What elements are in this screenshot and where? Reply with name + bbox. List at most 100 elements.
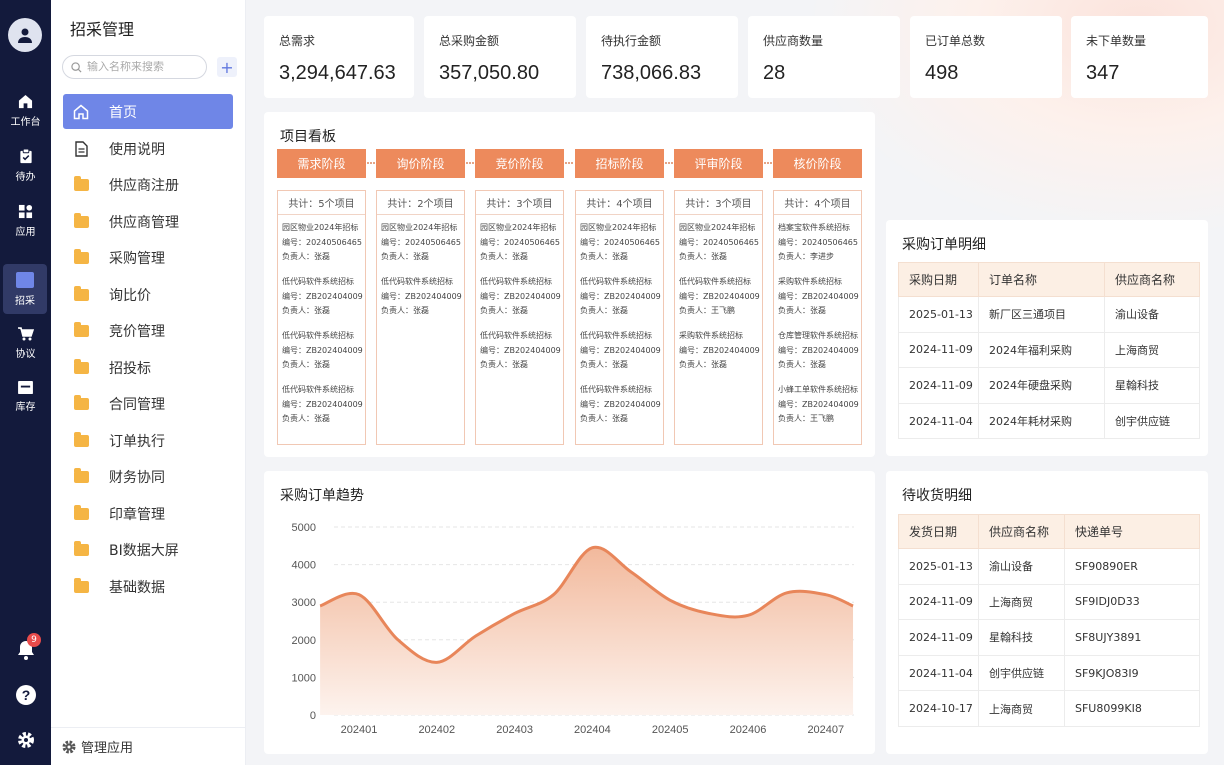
table-row[interactable]: 2024-11-09 星翰科技 SF8UJY3891 bbox=[898, 619, 1200, 656]
folder-icon bbox=[73, 431, 89, 447]
project-card[interactable]: 低代码软件系统招标 编号：ZB202404009 负责人：张磊 bbox=[476, 269, 563, 323]
project-card[interactable]: 低代码软件系统招标 编号：ZB202404009 负责人：张磊 bbox=[576, 323, 663, 377]
table-row[interactable]: 2025-01-13 渝山设备 SF90890ER bbox=[898, 548, 1200, 585]
sidebar-item-supplier-management[interactable]: 供应商管理 bbox=[63, 204, 233, 241]
project-code: 编号：20240506465 bbox=[480, 237, 560, 247]
project-code: 编号：ZB202404009 bbox=[282, 399, 363, 409]
project-code: 编号：ZB202404009 bbox=[381, 291, 462, 301]
project-card[interactable]: 采购软件系统招标 编号：ZB202404009 负责人：张磊 bbox=[774, 269, 861, 323]
rail-item-procurement[interactable]: 招采 bbox=[3, 264, 47, 314]
stat-value: 28 bbox=[763, 62, 786, 84]
y-tick-label: 3000 bbox=[292, 597, 316, 609]
search-box[interactable] bbox=[62, 55, 207, 79]
manage-apps-button[interactable]: 管理应用 bbox=[51, 727, 246, 765]
project-code: 编号：20240506465 bbox=[580, 237, 660, 247]
project-card[interactable]: 园区物业2024年招标 编号：20240506465 负责人：张磊 bbox=[377, 215, 464, 269]
sidebar-item-seals[interactable]: 印章管理 bbox=[63, 496, 233, 533]
table-row[interactable]: 2024-11-04 创宇供应链 SF9KJO83I9 bbox=[898, 654, 1200, 692]
stage-tab[interactable]: 核价阶段 bbox=[773, 149, 862, 178]
table-cell: 创宇供应链 bbox=[978, 654, 1065, 692]
table-cell: 2024-11-09 bbox=[898, 331, 979, 369]
home-icon bbox=[72, 103, 90, 121]
project-name: 园区物业2024年招标 bbox=[282, 223, 359, 232]
app-rail: 工作台 待办 应用 招采 协议 库存 9 ? bbox=[0, 0, 51, 765]
project-card[interactable]: 采购软件系统招标 编号：ZB202404009 负责人：张磊 bbox=[675, 323, 762, 377]
sidebar-item-base-data[interactable]: 基础数据 bbox=[63, 569, 233, 606]
add-button[interactable]: + bbox=[217, 57, 237, 77]
project-card[interactable]: 档案宝软件系统招标 编号：20240506465 负责人：李进步 bbox=[774, 215, 861, 269]
stage-count: 共计：4个项目 bbox=[576, 191, 663, 215]
project-name: 低代码软件系统招标 bbox=[480, 277, 552, 286]
sidebar-item-bidding[interactable]: 竞价管理 bbox=[63, 313, 233, 350]
project-owner: 负责人：李进步 bbox=[778, 252, 834, 261]
rail-item-todo[interactable]: 待办 bbox=[0, 141, 51, 191]
folder-icon bbox=[73, 212, 89, 228]
project-card[interactable]: 低代码软件系统招标 编号：ZB202404009 负责人：张磊 bbox=[278, 269, 365, 323]
sidebar-item-home[interactable]: 首页 bbox=[63, 94, 233, 129]
sidebar-item-tendering[interactable]: 招投标 bbox=[63, 350, 233, 387]
sidebar-item-purchase-management[interactable]: 采购管理 bbox=[63, 240, 233, 277]
project-card[interactable]: 低代码软件系统招标 编号：ZB202404009 负责人：张磊 bbox=[576, 269, 663, 323]
rail-item-workbench[interactable]: 工作台 bbox=[0, 86, 51, 136]
table-row[interactable]: 2024-11-09 2024年硬盘采购 星翰科技 bbox=[898, 367, 1200, 404]
search-input[interactable] bbox=[87, 61, 197, 73]
table-header-row: 采购日期 订单名称 供应商名称 bbox=[898, 262, 1200, 297]
project-card[interactable]: 园区物业2024年招标 编号：20240506465 负责人：张磊 bbox=[576, 215, 663, 269]
folder-icon bbox=[73, 249, 89, 265]
sidebar-item-contracts[interactable]: 合同管理 bbox=[63, 386, 233, 423]
project-card[interactable]: 低代码软件系统招标 编号：ZB202404009 负责人：王飞鹏 bbox=[675, 269, 762, 323]
sidebar-item-bi-screen[interactable]: BI数据大屏 bbox=[63, 532, 233, 569]
manage-apps-label: 管理应用 bbox=[81, 741, 134, 756]
sidebar-item-label: 供应商管理 bbox=[109, 214, 179, 231]
table-cell: 渝山设备 bbox=[978, 548, 1065, 585]
table-header-row: 发货日期 供应商名称 快递单号 bbox=[898, 514, 1200, 549]
rail-item-agreement[interactable]: 协议 bbox=[0, 318, 51, 368]
stage-tab[interactable]: 竞价阶段 bbox=[475, 149, 564, 178]
project-card[interactable]: 园区物业2024年招标 编号：20240506465 负责人：张磊 bbox=[476, 215, 563, 269]
table-row[interactable]: 2024-11-09 2024年福利采购 上海商贸 bbox=[898, 331, 1200, 369]
project-owner: 负责人：张磊 bbox=[580, 360, 628, 369]
column-header: 快递单号 bbox=[1064, 514, 1200, 549]
settings-button[interactable] bbox=[0, 731, 51, 749]
project-owner: 负责人：张磊 bbox=[282, 360, 330, 369]
project-card[interactable]: 仓库管理软件系统招标 编号：ZB202404009 负责人：张磊 bbox=[774, 323, 861, 377]
project-card[interactable]: 低代码软件系统招标 编号：ZB202404009 负责人：张磊 bbox=[476, 323, 563, 377]
sidebar-item-supplier-registration[interactable]: 供应商注册 bbox=[63, 167, 233, 204]
stage-tab[interactable]: 需求阶段 bbox=[277, 149, 366, 178]
project-card[interactable]: 小蜂工单软件系统招标 编号：ZB202404009 负责人：王飞鹏 bbox=[774, 377, 861, 431]
project-card[interactable]: 园区物业2024年招标 编号：20240506465 负责人：张磊 bbox=[675, 215, 762, 269]
folder-icon bbox=[73, 504, 89, 520]
project-name: 园区物业2024年招标 bbox=[480, 223, 557, 232]
chart-title: 采购订单趋势 bbox=[280, 488, 364, 504]
project-card[interactable]: 园区物业2024年招标 编号：20240506465 负责人：张磊 bbox=[278, 215, 365, 269]
stage-column: 共计：3个项目 园区物业2024年招标 编号：20240506465 负责人：张磊 低代… bbox=[475, 190, 564, 445]
notifications-button[interactable]: 9 bbox=[0, 633, 51, 660]
stage-tab[interactable]: 评审阶段 bbox=[674, 149, 763, 178]
rail-item-apps[interactable]: 应用 bbox=[0, 196, 51, 246]
table-row[interactable]: 2024-11-09 上海商贸 SF9IDJ0D33 bbox=[898, 583, 1200, 621]
project-owner: 负责人：张磊 bbox=[480, 252, 528, 261]
project-card[interactable]: 低代码软件系统招标 编号：ZB202404009 负责人：张磊 bbox=[278, 323, 365, 377]
help-button[interactable]: ? bbox=[0, 685, 51, 705]
table-cell: 创宇供应链 bbox=[1104, 402, 1200, 440]
user-avatar[interactable] bbox=[8, 18, 42, 52]
x-tick-label: 202407 bbox=[807, 724, 844, 736]
sidebar-item-order-execution[interactable]: 订单执行 bbox=[63, 423, 233, 460]
stage-tab[interactable]: 招标阶段 bbox=[575, 149, 664, 178]
purchase-orders-table: 采购日期 订单名称 供应商名称 2025-01-13 新厂区三通项目 渝山设备 20… bbox=[898, 262, 1200, 440]
table-row[interactable]: 2025-01-13 新厂区三通项目 渝山设备 bbox=[898, 296, 1200, 333]
sidebar-item-guide[interactable]: 使用说明 bbox=[63, 131, 233, 168]
rail-item-inventory[interactable]: 库存 bbox=[0, 372, 51, 422]
project-card[interactable]: 低代码软件系统招标 编号：ZB202404009 负责人：张磊 bbox=[377, 269, 464, 323]
project-card[interactable]: 低代码软件系统招标 编号：ZB202404009 负责人：张磊 bbox=[576, 377, 663, 431]
table-cell: 渝山设备 bbox=[1104, 296, 1200, 333]
project-card[interactable]: 低代码软件系统招标 编号：ZB202404009 负责人：张磊 bbox=[278, 377, 365, 431]
sidebar-item-finance[interactable]: 财务协同 bbox=[63, 459, 233, 496]
sidebar-item-label: 财务协同 bbox=[109, 470, 165, 487]
rail-item-label: 工作台 bbox=[10, 117, 41, 128]
table-row[interactable]: 2024-10-17 上海商贸 SFU8099KI8 bbox=[898, 690, 1200, 727]
table-row[interactable]: 2024-11-04 2024年耗材采购 创宇供应链 bbox=[898, 402, 1200, 440]
table-cell: 2024-11-09 bbox=[898, 619, 979, 656]
sidebar-item-inquiry[interactable]: 询比价 bbox=[63, 277, 233, 314]
stage-tab[interactable]: 询价阶段 bbox=[376, 149, 465, 178]
